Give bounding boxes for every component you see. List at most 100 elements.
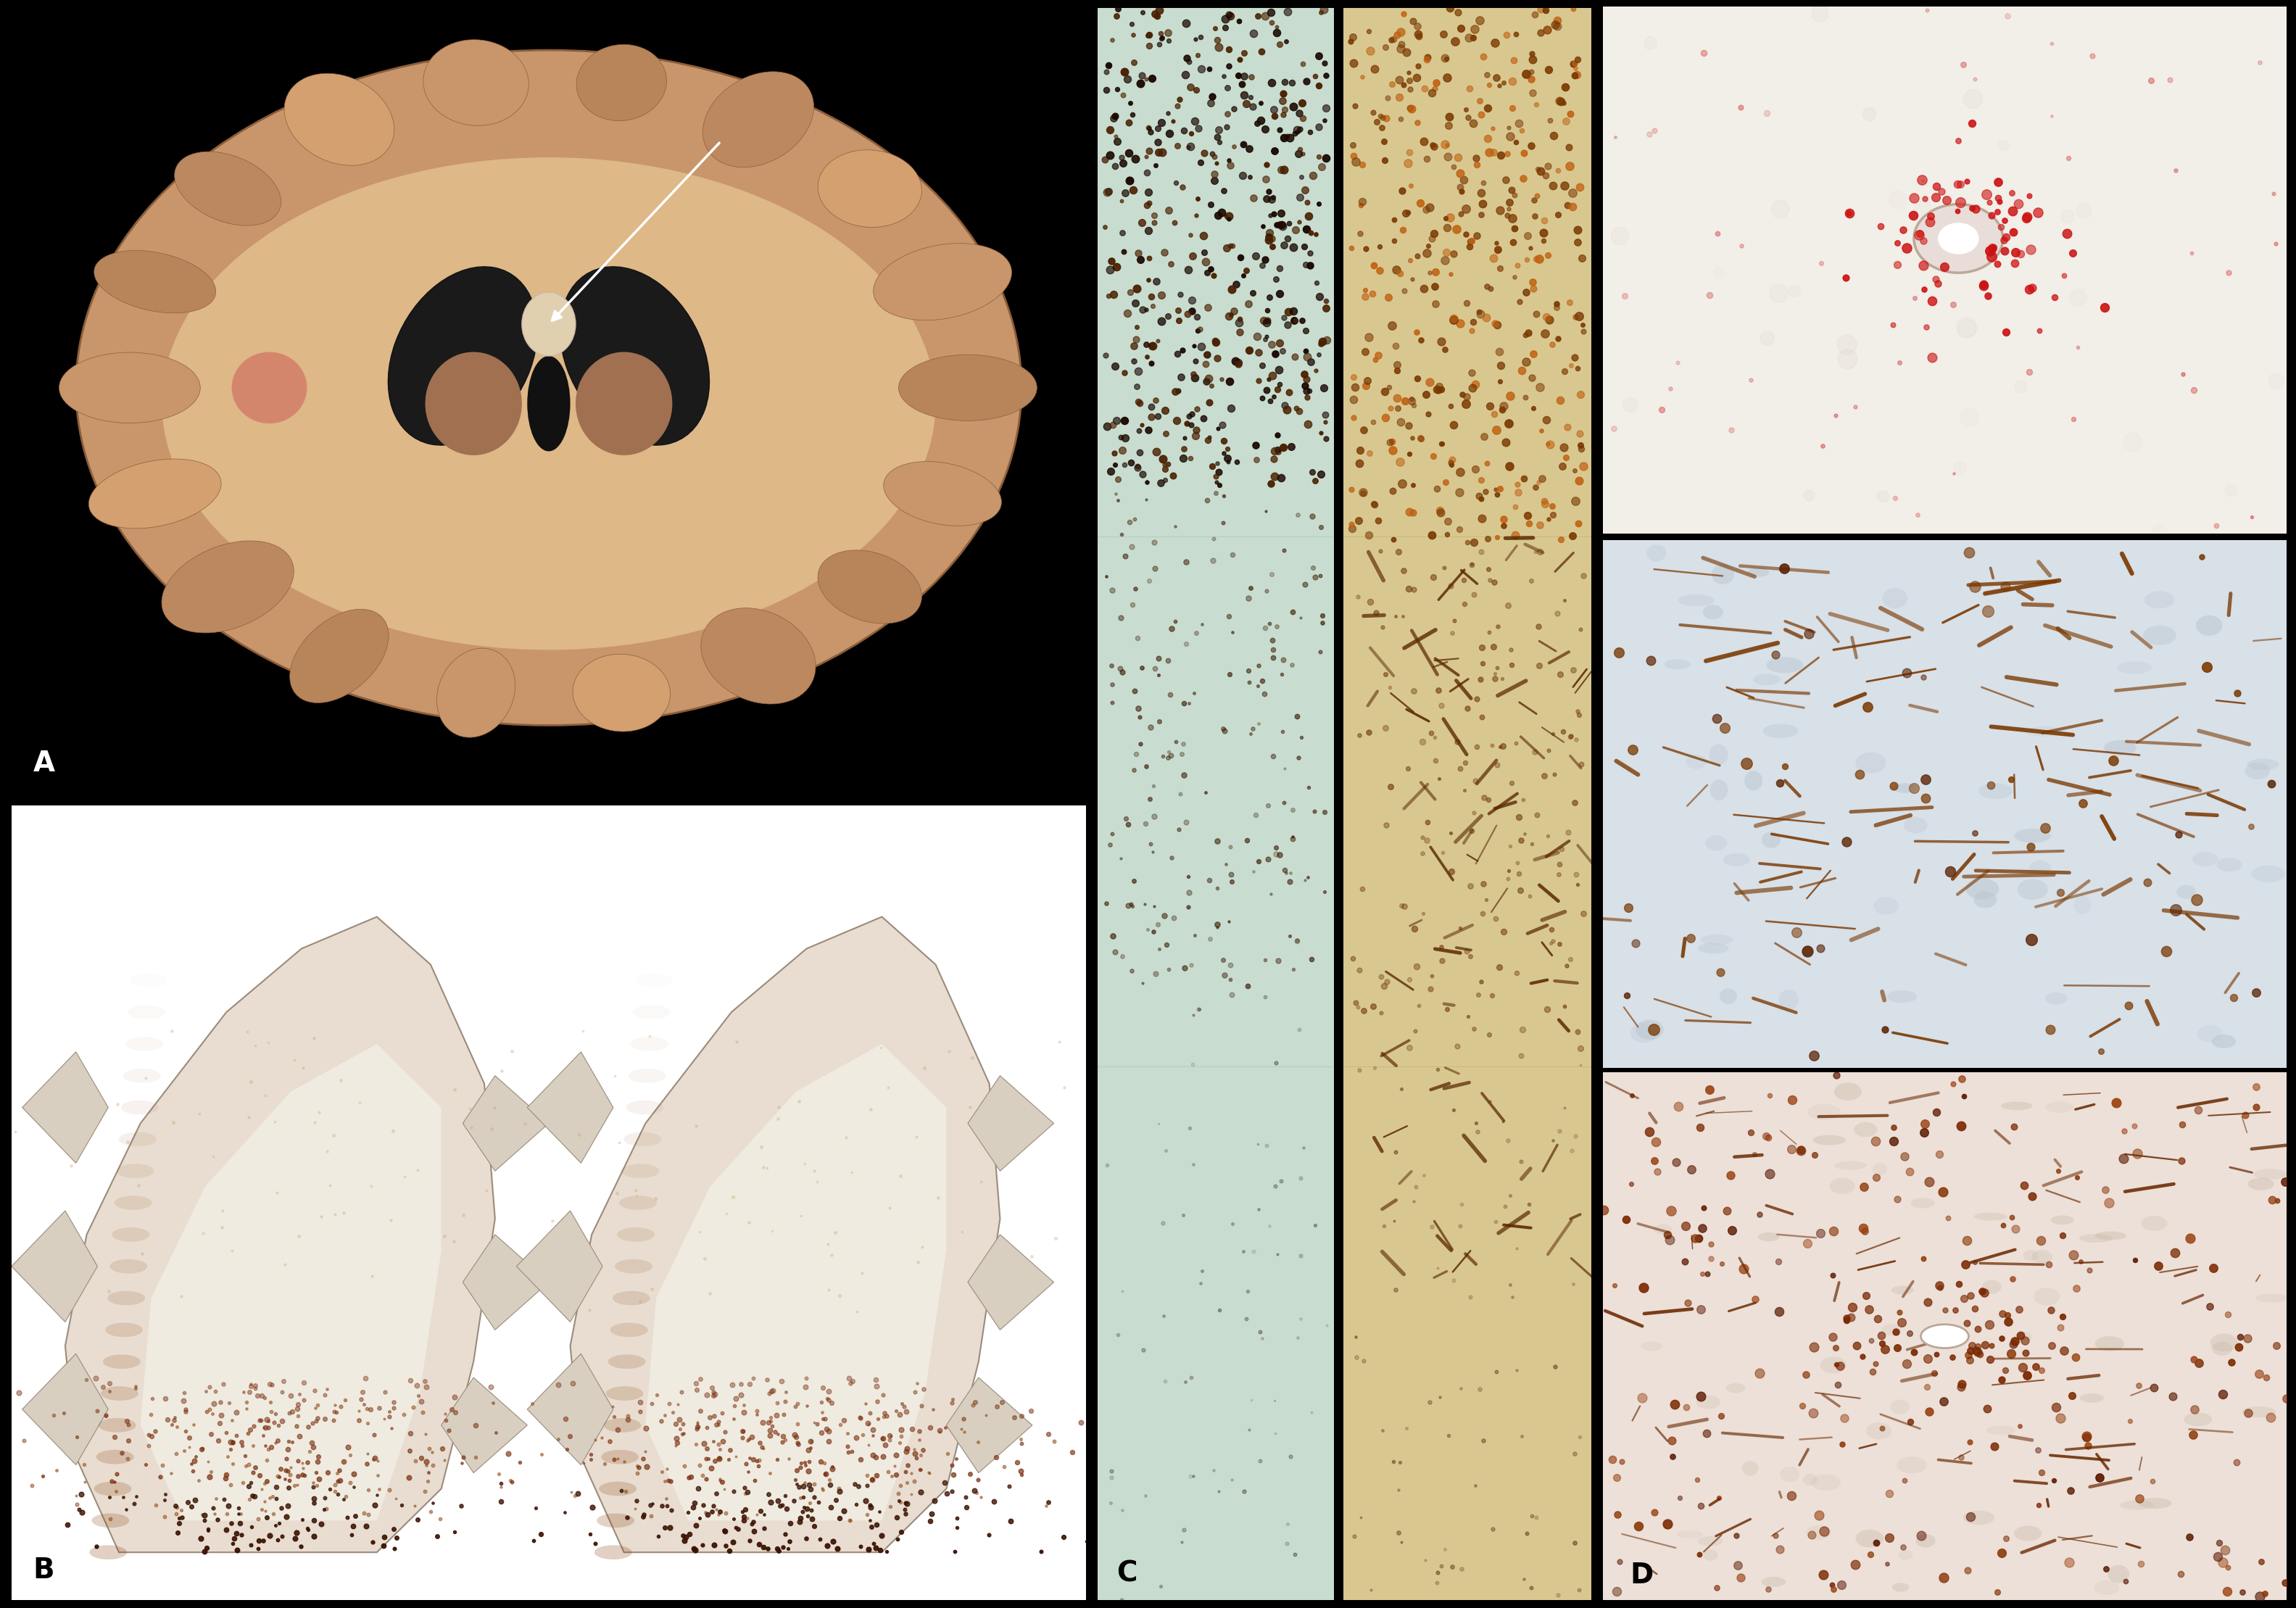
Point <box>1674 1156 1711 1182</box>
Point <box>1283 105 1320 130</box>
Point <box>677 1370 714 1396</box>
Point <box>1189 260 1226 286</box>
Point <box>682 1399 719 1425</box>
Point <box>1141 140 1178 166</box>
Point <box>1818 1063 1855 1089</box>
Point <box>317 1478 354 1503</box>
Point <box>1093 257 1130 283</box>
Point <box>1848 1283 1885 1309</box>
Point <box>1995 1331 2032 1357</box>
Point <box>1233 1388 1270 1413</box>
Point <box>234 1433 271 1458</box>
Point <box>1265 80 1302 106</box>
Point <box>1159 307 1196 333</box>
Point <box>1688 1420 1724 1446</box>
Point <box>131 1421 168 1447</box>
Point <box>645 1402 682 1428</box>
Point <box>1474 140 1511 166</box>
Point <box>2202 1529 2239 1555</box>
Point <box>767 1521 804 1547</box>
Ellipse shape <box>1779 989 1798 1010</box>
Point <box>1309 426 1345 452</box>
Point <box>1169 632 1205 658</box>
Point <box>1864 1330 1901 1356</box>
Point <box>1187 249 1224 275</box>
Point <box>1238 802 1274 828</box>
Point <box>1297 1212 1334 1238</box>
Point <box>744 1410 781 1436</box>
Point <box>315 1407 351 1433</box>
Point <box>1116 679 1153 704</box>
Point <box>1538 600 1575 626</box>
Point <box>999 1449 1035 1475</box>
Ellipse shape <box>700 608 815 704</box>
Point <box>1382 1449 1419 1475</box>
Point <box>96 1425 133 1450</box>
Point <box>1469 72 1506 98</box>
Point <box>0 1404 25 1430</box>
Point <box>1215 1211 1251 1237</box>
Point <box>889 1470 925 1495</box>
Point <box>191 1449 227 1475</box>
Point <box>1506 822 1543 847</box>
Point <box>1513 47 1550 72</box>
Point <box>1942 1066 1979 1092</box>
Point <box>769 1536 806 1561</box>
Point <box>2020 1438 2057 1463</box>
Point <box>1557 304 1593 330</box>
Point <box>1391 95 1428 121</box>
Point <box>1199 470 1235 495</box>
Point <box>1279 396 1316 421</box>
Point <box>659 1391 696 1417</box>
Point <box>1469 61 1506 87</box>
Point <box>776 1394 813 1420</box>
Point <box>1205 441 1242 466</box>
Point <box>1192 389 1228 415</box>
Point <box>1104 1497 1141 1523</box>
Ellipse shape <box>2018 880 2048 900</box>
Point <box>1846 1216 1883 1241</box>
Point <box>1424 431 1460 457</box>
Point <box>1972 1346 2009 1372</box>
Point <box>751 1460 788 1486</box>
Ellipse shape <box>528 355 569 452</box>
Point <box>1426 555 1463 580</box>
Point <box>1795 1142 1832 1167</box>
Point <box>2158 158 2195 183</box>
Point <box>879 1481 916 1507</box>
Point <box>225 1470 262 1495</box>
Point <box>1130 23 1166 48</box>
Point <box>1114 894 1150 920</box>
Point <box>1295 162 1332 188</box>
Ellipse shape <box>599 1481 636 1495</box>
Point <box>1233 84 1270 109</box>
Point <box>1107 180 1143 206</box>
Point <box>1463 101 1499 127</box>
Point <box>147 1386 184 1412</box>
Point <box>1557 1529 1593 1555</box>
Point <box>822 1478 859 1503</box>
Point <box>1102 846 1139 872</box>
Point <box>1880 1299 1917 1325</box>
Point <box>1373 429 1410 455</box>
Point <box>852 1494 889 1520</box>
Point <box>854 1417 891 1442</box>
Point <box>1286 1135 1322 1161</box>
Point <box>783 1450 820 1476</box>
Point <box>1621 1513 1658 1539</box>
Point <box>2027 815 2064 841</box>
Point <box>1357 56 1394 82</box>
Point <box>349 1410 386 1436</box>
Point <box>1283 50 1320 76</box>
Point <box>1469 1021 1506 1047</box>
Point <box>1525 466 1561 492</box>
Point <box>2179 888 2216 913</box>
Point <box>1724 1256 1761 1282</box>
Ellipse shape <box>1874 897 1899 915</box>
Point <box>1203 412 1240 437</box>
Point <box>1095 412 1132 437</box>
Point <box>1247 498 1283 524</box>
Point <box>1922 1142 1958 1167</box>
Point <box>962 1169 999 1195</box>
Point <box>760 1446 797 1471</box>
